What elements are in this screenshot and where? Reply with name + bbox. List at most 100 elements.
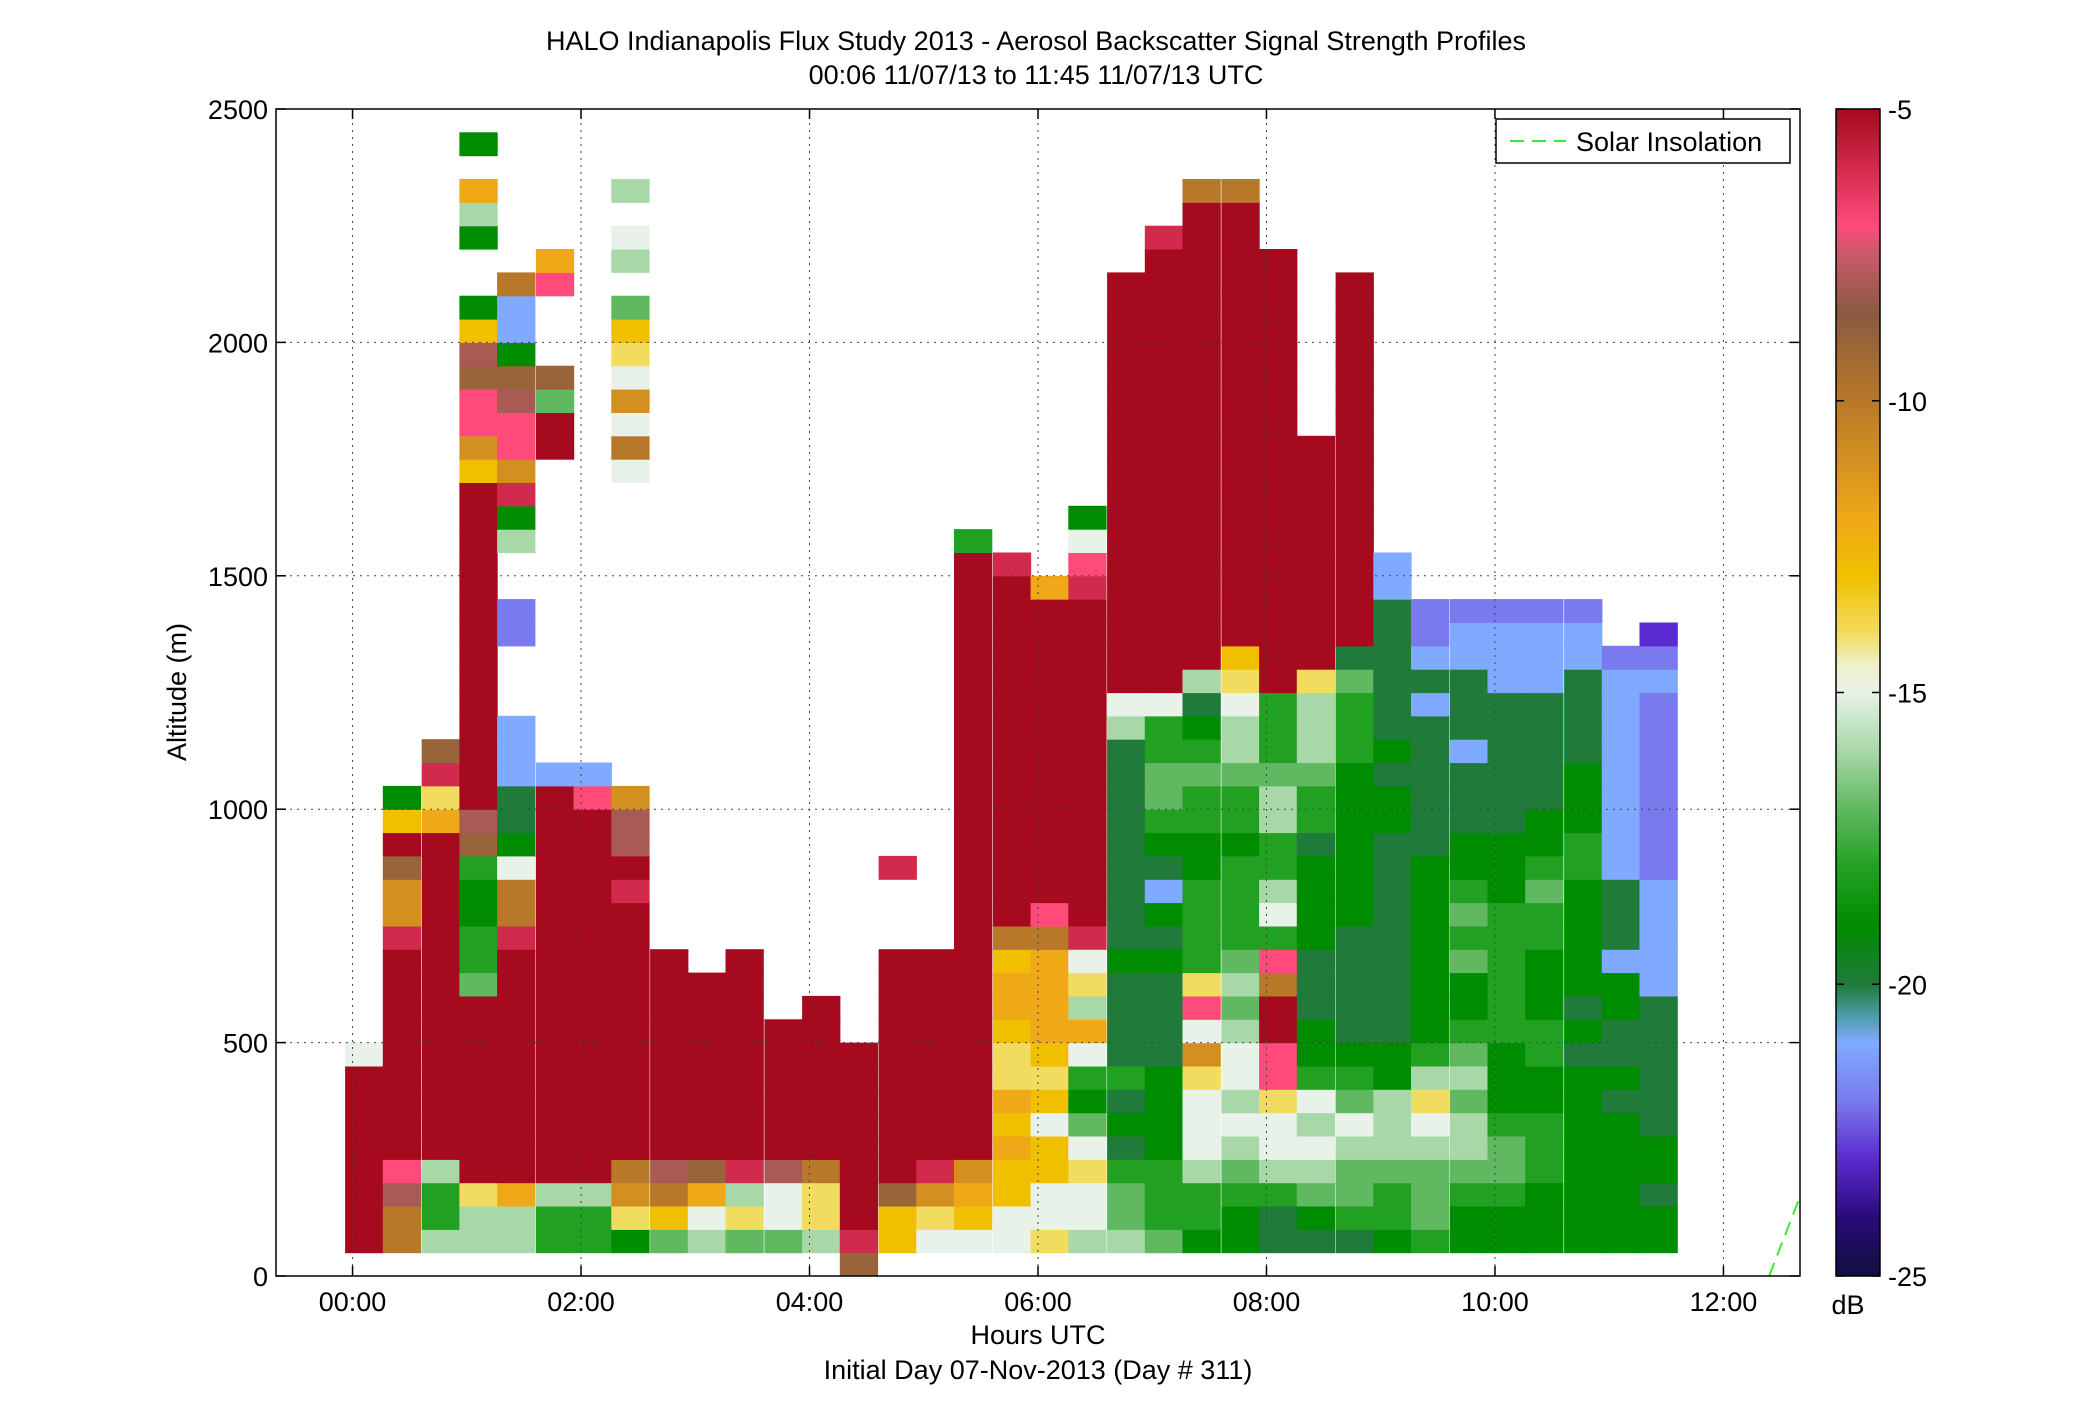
heatmap-cell xyxy=(345,1089,384,1114)
heatmap-cell xyxy=(1221,1136,1260,1160)
heatmap-cell xyxy=(954,1229,993,1254)
heatmap-cell xyxy=(1107,482,1146,507)
heatmap-cell xyxy=(1449,902,1489,927)
heatmap-cell xyxy=(916,1042,955,1067)
heatmap-cell xyxy=(1259,762,1298,787)
heatmap-cell xyxy=(1449,1206,1489,1230)
heatmap-cell xyxy=(802,1065,841,1090)
heatmap-cell xyxy=(1107,1112,1146,1137)
heatmap-cell xyxy=(421,1089,460,1114)
heatmap-cell xyxy=(1030,972,1069,997)
heatmap-cell xyxy=(1182,249,1221,273)
heatmap-cell xyxy=(497,832,536,857)
heatmap-cell xyxy=(992,832,1032,857)
heatmap-cell xyxy=(1296,949,1336,974)
heatmap-cell xyxy=(1487,715,1526,740)
heatmap-cell xyxy=(1525,739,1564,764)
heatmap-cell xyxy=(1182,529,1221,553)
heatmap-cell xyxy=(1487,1136,1526,1160)
heatmap-cell xyxy=(1449,1159,1489,1184)
heatmap-cell xyxy=(1259,272,1298,297)
heatmap-cell xyxy=(992,622,1032,647)
heatmap-cell xyxy=(1068,692,1107,717)
heatmap-cell xyxy=(1182,1042,1221,1067)
heatmap-cell xyxy=(1564,972,1603,997)
heatmap-cell xyxy=(1030,762,1069,787)
heatmap-cell xyxy=(611,785,650,810)
heatmap-cell xyxy=(954,1206,993,1230)
heatmap-cell xyxy=(1182,179,1221,203)
heatmap-cell xyxy=(1335,879,1374,904)
heatmap-cell xyxy=(1411,1159,1450,1184)
heatmap-cell xyxy=(1639,832,1678,857)
heatmap-cell xyxy=(459,622,498,647)
heatmap-cell xyxy=(992,599,1032,623)
heatmap-cell xyxy=(1182,785,1221,810)
heatmap-cell xyxy=(497,599,536,623)
y-axis-ticks: 0 500 1000 1500 2000 2500 xyxy=(208,95,1800,1292)
heatmap-cell xyxy=(611,179,650,203)
heatmap-cell xyxy=(1221,365,1260,390)
heatmap-cell xyxy=(459,505,498,530)
heatmap-cell xyxy=(1564,762,1603,787)
heatmap-cell xyxy=(1221,949,1260,974)
heatmap-cell xyxy=(497,785,536,810)
heatmap-cell xyxy=(611,225,650,250)
heatmap-cell xyxy=(1601,809,1641,834)
heatmap-cell xyxy=(1259,879,1298,904)
heatmap-cell xyxy=(1525,669,1564,694)
heatmap-cell xyxy=(1030,669,1069,694)
heatmap-cell xyxy=(1525,1182,1564,1207)
heatmap-cell xyxy=(1144,1182,1184,1207)
heatmap-cell xyxy=(1335,832,1374,857)
heatmap-cell xyxy=(1601,1065,1641,1090)
heatmap-cell xyxy=(954,552,993,577)
heatmap-cell xyxy=(1296,995,1336,1020)
heatmap-cell xyxy=(1107,1159,1146,1184)
heatmap-cell xyxy=(1601,762,1641,787)
heatmap-cell xyxy=(1564,739,1603,764)
heatmap-cell xyxy=(497,902,536,927)
heatmap-cell xyxy=(1144,552,1184,577)
heatmap-cell xyxy=(954,1112,993,1137)
heatmap-cell xyxy=(421,832,460,857)
heatmap-cell xyxy=(1411,855,1450,880)
heatmap-cell xyxy=(1182,995,1221,1020)
heatmap-cell xyxy=(1182,552,1221,577)
heatmap-cell xyxy=(1411,949,1450,974)
heatmap-cell xyxy=(1487,879,1526,904)
heatmap-cell xyxy=(459,762,498,787)
heatmap-cell xyxy=(954,1019,993,1044)
heatmap-cell xyxy=(954,692,993,717)
heatmap-cell xyxy=(1487,995,1526,1020)
heatmap-cell xyxy=(1564,925,1603,950)
heatmap-cell xyxy=(1259,412,1298,437)
heatmap-cell xyxy=(1411,1206,1450,1230)
heatmap-cell xyxy=(1564,1065,1603,1090)
heatmap-cell xyxy=(459,1206,498,1230)
heatmap-cell xyxy=(459,179,498,203)
heatmap-cell xyxy=(459,295,498,320)
heatmap-cell xyxy=(1296,645,1336,670)
heatmap-cell xyxy=(497,949,536,974)
heatmap-cell xyxy=(535,1065,575,1090)
heatmap-cell xyxy=(1068,529,1107,553)
heatmap-cell xyxy=(1296,435,1336,460)
heatmap-cell xyxy=(1068,972,1107,997)
heatmap-cell xyxy=(1449,949,1489,974)
heatmap-cell xyxy=(611,832,650,857)
heatmap-cell xyxy=(573,949,612,974)
heatmap-cell xyxy=(1221,972,1260,997)
heatmap-cell xyxy=(1525,1229,1564,1254)
heatmap-cell xyxy=(535,1042,575,1067)
y-tick-label: 1000 xyxy=(208,795,268,825)
heatmap-cell xyxy=(573,879,612,904)
heatmap-cell xyxy=(1068,1089,1107,1114)
heatmap-cell xyxy=(1564,715,1603,740)
heatmap-cell xyxy=(1564,785,1603,810)
heatmap-cell xyxy=(1335,599,1374,623)
heatmap-cell xyxy=(1564,902,1603,927)
heatmap-cell xyxy=(1411,1019,1450,1044)
heatmap-cell xyxy=(725,1206,764,1230)
heatmap-cell xyxy=(1182,762,1221,787)
